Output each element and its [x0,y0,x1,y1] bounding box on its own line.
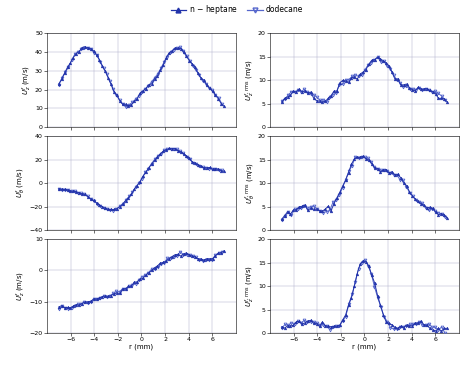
Legend: n $-$ heptane, dodecane: n $-$ heptane, dodecane [168,0,306,19]
Y-axis label: $U_z^f$ (m/s): $U_z^f$ (m/s) [15,271,28,301]
Y-axis label: $U_\theta^f$ (m/s): $U_\theta^f$ (m/s) [15,168,28,198]
Y-axis label: $U_z^f$ (m/s): $U_z^f$ (m/s) [20,65,34,95]
X-axis label: r (mm): r (mm) [352,343,376,350]
Y-axis label: $U_\theta^{f,\,\mathrm{rms}}$ (m/s): $U_\theta^{f,\,\mathrm{rms}}$ (m/s) [243,162,256,204]
Y-axis label: $U_z^{f,\,\mathrm{rms}}$ (m/s): $U_z^{f,\,\mathrm{rms}}$ (m/s) [243,265,256,307]
Y-axis label: $U_z^{f,\,\mathrm{rms}}$ (m/s): $U_z^{f,\,\mathrm{rms}}$ (m/s) [243,59,256,101]
X-axis label: r (mm): r (mm) [129,343,154,350]
